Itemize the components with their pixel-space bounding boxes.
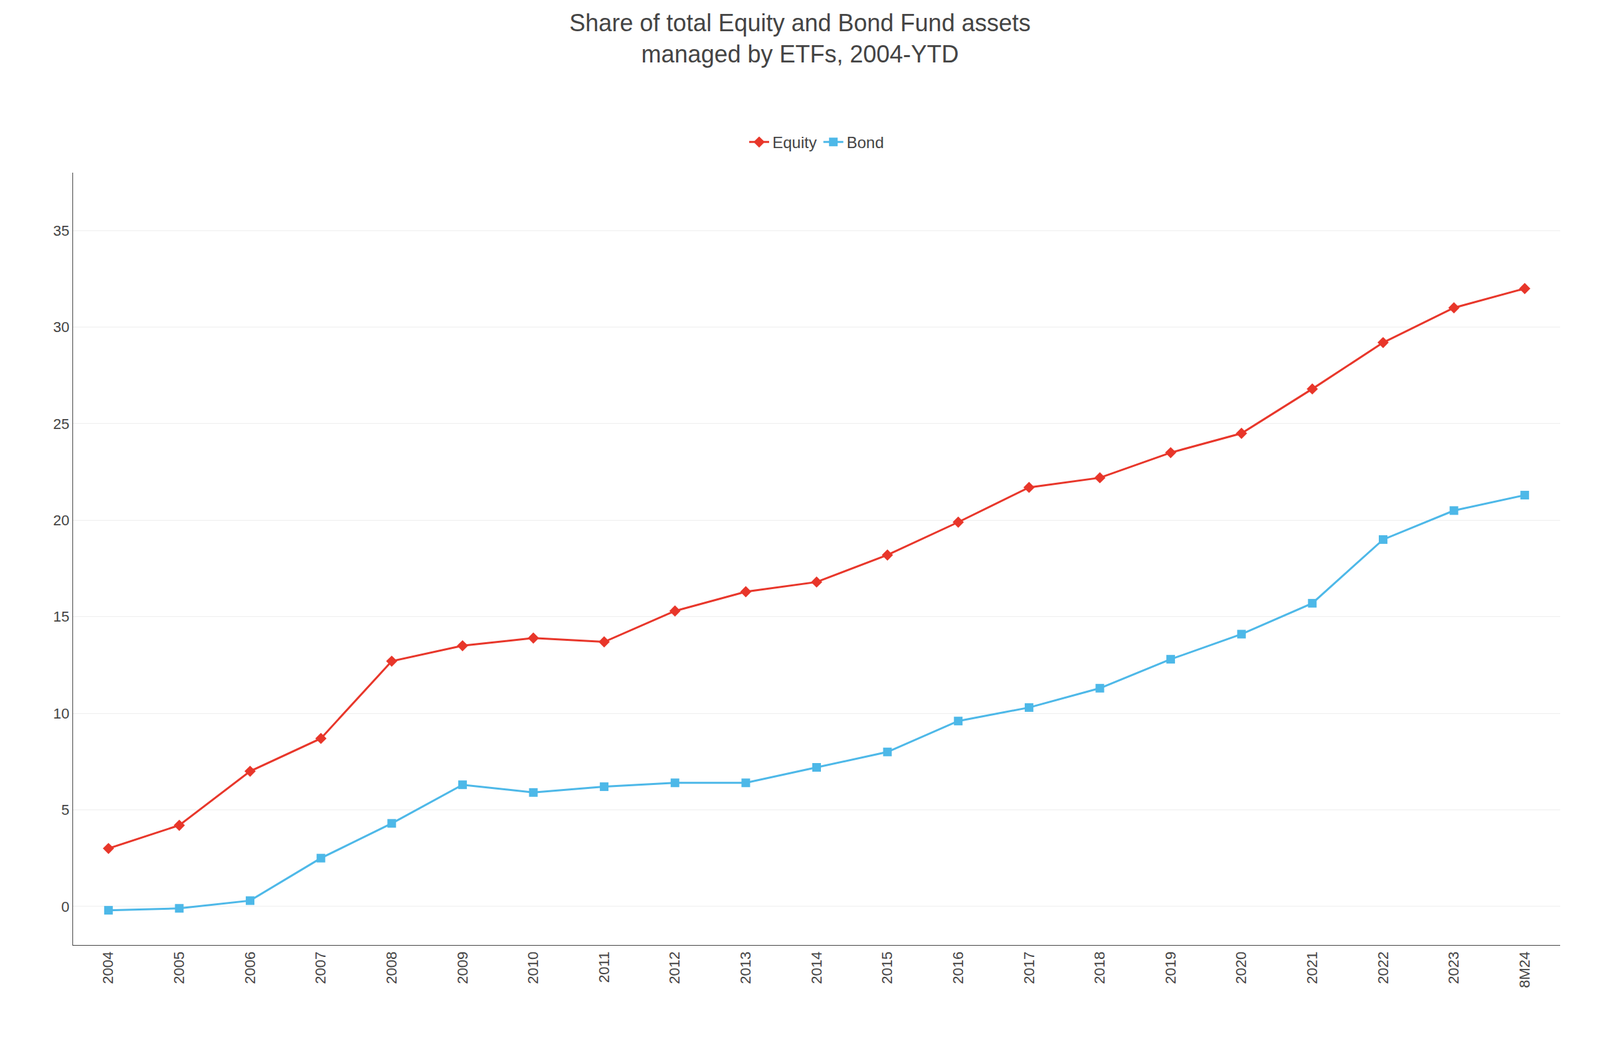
svg-text:2017: 2017 bbox=[1020, 951, 1038, 985]
svg-text:2004: 2004 bbox=[99, 951, 117, 985]
svg-text:5: 5 bbox=[61, 801, 70, 819]
svg-text:2020: 2020 bbox=[1232, 951, 1250, 985]
svg-text:2018: 2018 bbox=[1091, 951, 1108, 985]
svg-text:2022: 2022 bbox=[1374, 951, 1392, 985]
svg-text:2010: 2010 bbox=[524, 951, 542, 985]
svg-text:2007: 2007 bbox=[312, 951, 329, 985]
svg-text:2012: 2012 bbox=[666, 951, 683, 985]
svg-text:35: 35 bbox=[53, 222, 70, 240]
svg-text:25: 25 bbox=[53, 415, 70, 433]
svg-text:2021: 2021 bbox=[1303, 951, 1321, 985]
svg-text:2014: 2014 bbox=[808, 951, 825, 985]
svg-text:2023: 2023 bbox=[1445, 951, 1462, 985]
svg-text:2013: 2013 bbox=[737, 951, 754, 985]
svg-text:2006: 2006 bbox=[241, 951, 259, 985]
svg-text:2005: 2005 bbox=[170, 951, 188, 985]
svg-text:0: 0 bbox=[61, 898, 70, 916]
svg-text:Equity: Equity bbox=[772, 133, 817, 152]
svg-text:2016: 2016 bbox=[949, 951, 967, 985]
svg-text:30: 30 bbox=[53, 318, 70, 336]
svg-text:15: 15 bbox=[53, 608, 70, 625]
svg-text:2009: 2009 bbox=[454, 951, 471, 985]
svg-text:20: 20 bbox=[53, 512, 70, 529]
svg-text:Bond: Bond bbox=[846, 133, 885, 152]
svg-text:Share of total Equity and Bond: Share of total Equity and Bond Fund asse… bbox=[569, 9, 1031, 68]
svg-text:2011: 2011 bbox=[595, 951, 613, 983]
svg-text:2019: 2019 bbox=[1162, 951, 1179, 985]
svg-text:10: 10 bbox=[53, 705, 70, 722]
svg-text:2008: 2008 bbox=[383, 951, 400, 985]
svg-text:8M24: 8M24 bbox=[1516, 951, 1533, 989]
svg-text:2015: 2015 bbox=[878, 951, 896, 985]
